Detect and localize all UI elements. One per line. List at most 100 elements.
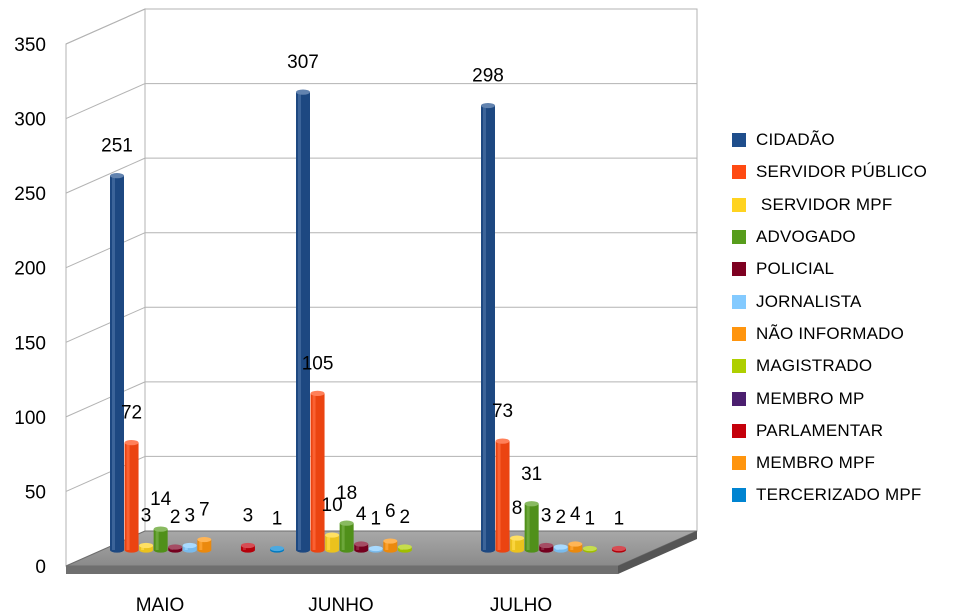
data-label: 3: [541, 506, 552, 527]
bar: [240, 542, 255, 553]
y-tick-label: 250: [14, 184, 46, 205]
data-label: 2: [555, 507, 566, 528]
data-label: 73: [492, 401, 513, 422]
legend-label: PARLAMENTAR: [756, 420, 884, 440]
x-tick-label: MAIO: [136, 595, 185, 616]
data-label: 3: [243, 506, 254, 527]
gridline-side: [65, 8, 146, 45]
bar: [270, 545, 285, 553]
bar: [383, 538, 398, 553]
legend-item: ADVOGADO: [732, 221, 927, 253]
y-axis-ticks: 0 50 100 150 200 250 300 350: [14, 35, 46, 578]
data-label: 3: [141, 506, 152, 527]
legend-label: MEMBRO MP: [756, 388, 865, 408]
data-label: 251: [101, 136, 133, 157]
legend-swatch: [732, 230, 746, 245]
gridlines: [65, 8, 697, 492]
legend-label: TERCERIZADO MPF: [756, 485, 922, 505]
legend: CIDADÃO SERVIDOR PÚBLICO SERVIDOR MPF ADVO…: [732, 124, 927, 512]
legend-swatch: [732, 456, 746, 471]
legend-swatch: [732, 359, 746, 374]
legend-label: NÃO INFORMADO: [756, 323, 905, 343]
bar: [568, 541, 583, 553]
legend-swatch: [732, 326, 746, 341]
data-label: 105: [302, 353, 334, 374]
data-label: 18: [336, 483, 357, 504]
bar: [153, 526, 168, 553]
gridline-side: [65, 232, 146, 269]
data-label: 1: [370, 509, 381, 530]
y-tick-label: 350: [14, 35, 46, 56]
legend-swatch: [732, 262, 746, 277]
data-label: 31: [521, 464, 542, 485]
data-label: 8: [512, 498, 523, 519]
data-label: 298: [472, 66, 504, 87]
chart-walls: [65, 8, 698, 567]
bar: [339, 520, 354, 553]
data-label: 4: [570, 504, 581, 525]
bar: [310, 390, 325, 553]
data-label: 2: [170, 507, 181, 528]
legend-item: JORNALISTA: [732, 285, 927, 317]
gridline-side: [65, 306, 146, 343]
legend-swatch: [732, 423, 746, 438]
data-label: 1: [272, 509, 283, 530]
gridline-side: [65, 157, 146, 194]
floor-side: [618, 531, 697, 574]
y-tick-label: 50: [25, 482, 46, 503]
data-label: 10: [322, 495, 343, 516]
y-tick-label: 0: [35, 557, 46, 578]
data-label: 14: [150, 489, 172, 510]
bar: [368, 545, 383, 553]
legend-label: ADVOGADO: [756, 227, 856, 247]
legend-item: PARLAMENTAR: [732, 415, 927, 447]
legend-item: SERVIDOR MPF: [732, 189, 927, 221]
y-tick-label: 150: [14, 333, 46, 354]
bar: [197, 536, 212, 553]
y-tick-label: 100: [14, 408, 46, 429]
legend-item: MEMBRO MPF: [732, 447, 927, 479]
bar: [124, 440, 139, 553]
bar: [110, 173, 124, 553]
bar: [182, 542, 197, 553]
x-tick-label: JUNHO: [308, 595, 373, 616]
legend-label: SERVIDOR PÚBLICO: [756, 162, 928, 182]
data-label: 1: [614, 509, 625, 530]
legend-label: SERVIDOR MPF: [756, 194, 893, 214]
legend-item: NÃO INFORMADO: [732, 318, 927, 350]
bar: [539, 542, 554, 553]
legend-swatch: [732, 133, 746, 148]
legend-swatch: [732, 391, 746, 406]
data-label: 2: [400, 507, 411, 528]
data-label: 4: [356, 504, 367, 525]
data-label: 1: [585, 509, 596, 530]
floor-front: [66, 566, 618, 574]
data-label: 3: [184, 506, 195, 527]
bar: [495, 438, 510, 553]
bar: [582, 545, 597, 553]
legend-item: CIDADÃO: [732, 124, 927, 156]
y-tick-label: 300: [14, 110, 46, 131]
bar: [139, 542, 154, 553]
bar: [510, 535, 525, 553]
legend-swatch: [732, 197, 746, 212]
legend-swatch: [732, 294, 746, 309]
bar: [553, 544, 568, 553]
gridline-side: [65, 381, 146, 418]
data-label: 307: [287, 52, 319, 73]
legend-label: CIDADÃO: [756, 130, 835, 150]
legend-label: MAGISTRADO: [756, 356, 873, 376]
legend-label: MEMBRO MPF: [756, 453, 876, 473]
legend-swatch: [732, 165, 746, 180]
data-label: 72: [121, 403, 142, 424]
legend-item: MAGISTRADO: [732, 350, 927, 382]
bar: [397, 544, 412, 553]
y-tick-label: 200: [14, 259, 46, 280]
data-label: 7: [199, 500, 210, 521]
legend-swatch: [732, 488, 746, 503]
bar: [325, 532, 340, 553]
legend-item: SERVIDOR PÚBLICO: [732, 156, 927, 188]
bar: [168, 544, 183, 553]
